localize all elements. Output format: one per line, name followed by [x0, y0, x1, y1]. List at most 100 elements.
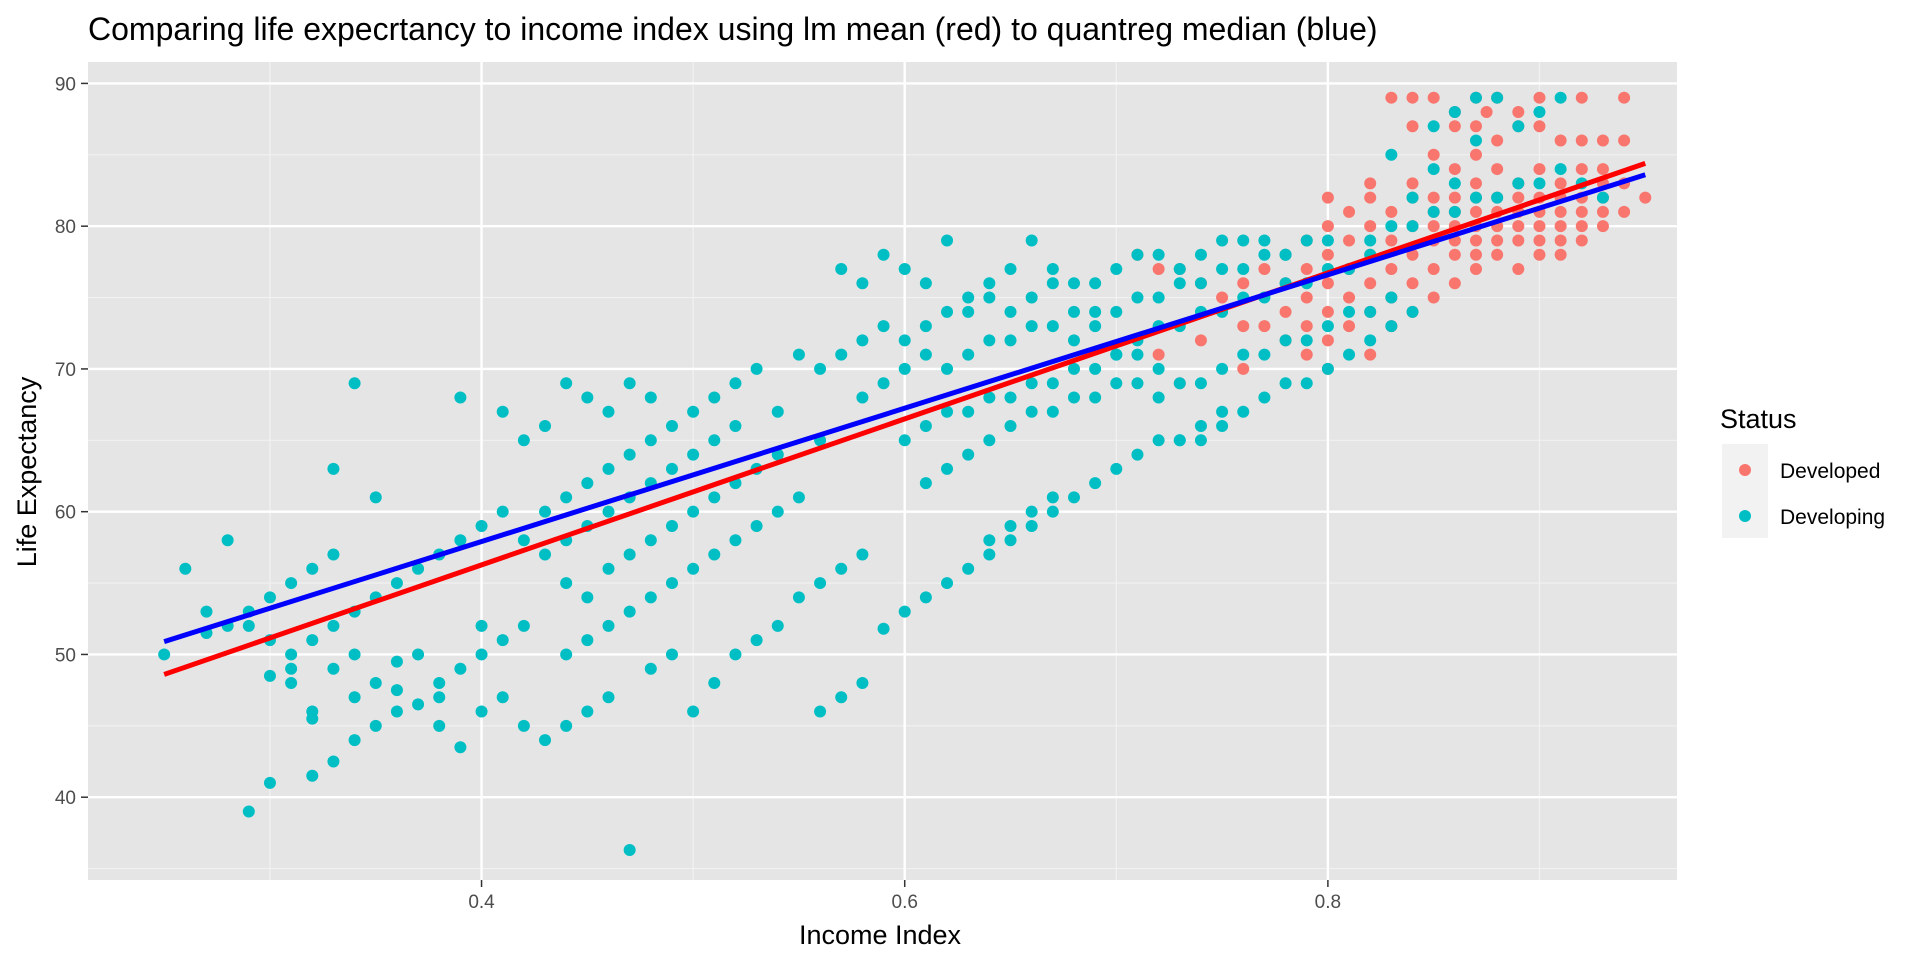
- data-point: [1469, 248, 1482, 261]
- data-point: [1343, 234, 1356, 247]
- data-point: [687, 562, 700, 575]
- data-point: [1131, 291, 1144, 304]
- data-point: [729, 420, 742, 433]
- x-tick-label: 0.4: [468, 892, 495, 913]
- data-point: [390, 705, 403, 718]
- data-point: [1279, 305, 1292, 318]
- data-point: [898, 262, 911, 275]
- data-point: [496, 505, 509, 518]
- data-point: [1025, 291, 1038, 304]
- data-point: [602, 405, 615, 418]
- data-point: [1046, 320, 1059, 333]
- data-point: [1596, 134, 1609, 147]
- data-point: [1364, 277, 1377, 290]
- data-point: [306, 562, 319, 575]
- data-point: [919, 477, 932, 490]
- data-point: [1469, 148, 1482, 161]
- data-point: [1025, 377, 1038, 390]
- data-point: [1427, 291, 1440, 304]
- data-point: [1448, 191, 1461, 204]
- data-point: [1004, 305, 1017, 318]
- data-point: [306, 712, 319, 725]
- data-point: [1216, 420, 1229, 433]
- data-point: [1469, 191, 1482, 204]
- data-point: [1512, 220, 1525, 233]
- data-point: [1596, 163, 1609, 176]
- legend-label-developing: Developing: [1780, 506, 1885, 529]
- data-point: [1173, 262, 1186, 275]
- data-point: [1194, 420, 1207, 433]
- data-point: [1512, 234, 1525, 247]
- x-tick-label: 0.6: [892, 892, 918, 913]
- data-point: [1173, 434, 1186, 447]
- data-point: [644, 534, 657, 547]
- data-point: [623, 548, 636, 561]
- data-point: [1491, 248, 1504, 261]
- data-point: [560, 491, 573, 504]
- data-point: [856, 548, 869, 561]
- data-point: [665, 420, 678, 433]
- data-point: [1194, 377, 1207, 390]
- data-point: [1046, 405, 1059, 418]
- data-point: [1173, 377, 1186, 390]
- data-point: [1575, 91, 1588, 104]
- data-point: [644, 591, 657, 604]
- data-point: [1469, 120, 1482, 133]
- data-point: [539, 420, 552, 433]
- data-point: [1300, 320, 1313, 333]
- data-point: [1491, 234, 1504, 247]
- y-axis: 40 50 60 70 80 90: [55, 74, 88, 809]
- data-point: [306, 634, 319, 647]
- data-point: [454, 741, 467, 754]
- legend-title: Status: [1720, 404, 1797, 434]
- data-point: [1152, 248, 1165, 261]
- data-point: [1480, 105, 1493, 118]
- data-point: [285, 648, 298, 661]
- regression-line: [163, 172, 1647, 644]
- data-point: [1343, 291, 1356, 304]
- data-point: [1385, 91, 1398, 104]
- data-point: [1089, 305, 1102, 318]
- data-point: [327, 662, 340, 675]
- data-point: [1067, 362, 1080, 375]
- data-point: [983, 334, 996, 347]
- data-point: [1469, 234, 1482, 247]
- data-point: [475, 619, 488, 632]
- data-point: [962, 448, 975, 461]
- data-point: [602, 562, 615, 575]
- data-point: [623, 844, 636, 857]
- data-point: [581, 477, 594, 490]
- data-point: [602, 505, 615, 518]
- data-point: [1046, 491, 1059, 504]
- data-point: [602, 619, 615, 632]
- data-point: [327, 462, 340, 475]
- data-point: [158, 648, 171, 661]
- data-point: [1554, 205, 1567, 218]
- data-point: [1089, 477, 1102, 490]
- data-point: [581, 391, 594, 404]
- x-axis: 0.4 0.6 0.8: [468, 880, 1341, 913]
- data-point: [1448, 163, 1461, 176]
- data-point: [708, 676, 721, 689]
- data-point: [1046, 262, 1059, 275]
- data-point: [1258, 262, 1271, 275]
- data-point: [1469, 91, 1482, 104]
- data-point: [327, 548, 340, 561]
- data-point: [539, 548, 552, 561]
- data-point: [1533, 91, 1546, 104]
- data-point: [708, 434, 721, 447]
- legend-key-developed: [1739, 464, 1751, 476]
- data-point: [1385, 205, 1398, 218]
- data-point: [327, 619, 340, 632]
- data-point: [1554, 91, 1567, 104]
- data-point: [941, 462, 954, 475]
- data-point: [560, 577, 573, 590]
- data-point: [1575, 134, 1588, 147]
- data-point: [517, 719, 530, 732]
- data-point: [1469, 134, 1482, 147]
- data-point: [856, 676, 869, 689]
- y-tick-label: 80: [55, 217, 76, 238]
- data-point: [644, 434, 657, 447]
- data-point: [665, 648, 678, 661]
